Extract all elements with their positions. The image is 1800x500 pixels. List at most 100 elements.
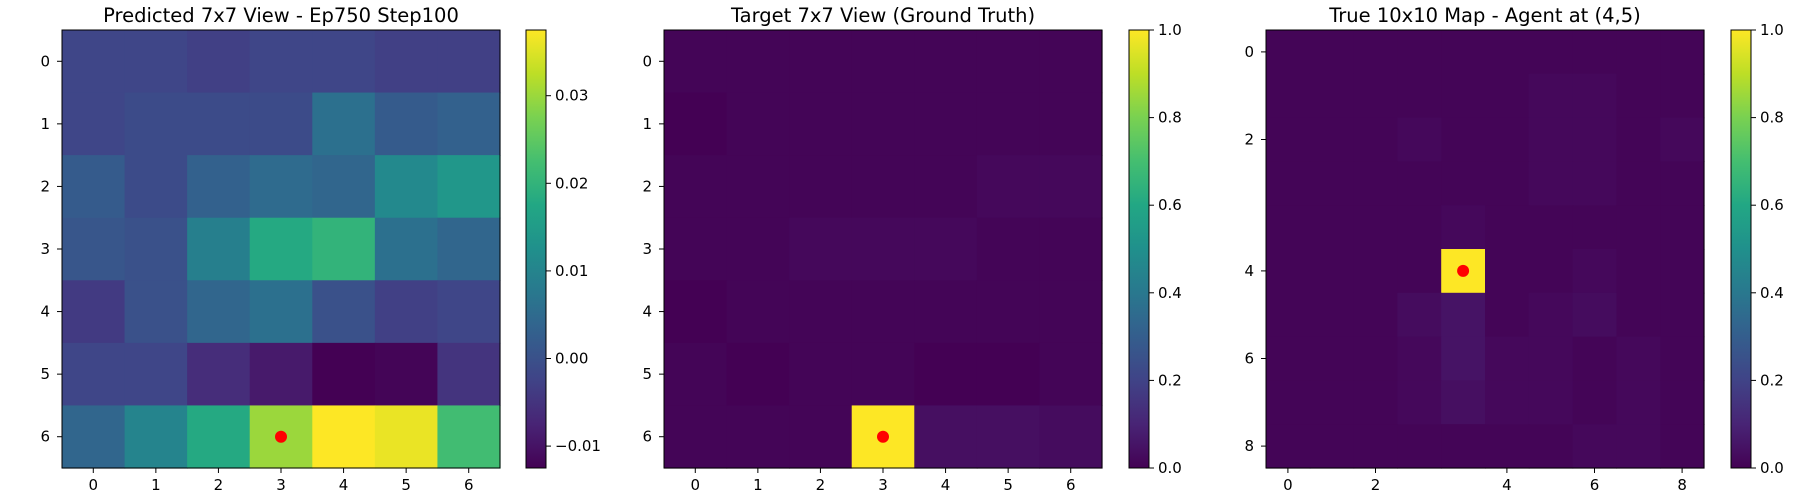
heatmap-cell: [1441, 292, 1486, 338]
heatmap-cell: [1485, 380, 1530, 425]
heatmap-cell: [1660, 30, 1705, 75]
y-tick-label: 4: [642, 303, 652, 321]
heatmap-cell: [1528, 380, 1574, 425]
colorbar-tick-label: 0.2: [1760, 371, 1784, 389]
plot-frame: [1265, 29, 1705, 469]
heatmap-cell: [914, 280, 978, 344]
chart-title: True 10x10 Map - Agent at (4,5): [1328, 4, 1641, 27]
heatmap-cell: [1397, 205, 1442, 250]
heatmap-cell: [62, 342, 126, 407]
heatmap-cell: [124, 280, 188, 344]
heatmap-cell: [914, 155, 978, 219]
heatmap-cell: [851, 92, 915, 156]
heatmap-cell: [62, 155, 126, 219]
heatmap-cell: [249, 217, 313, 281]
x-tick-label: 0: [691, 476, 701, 494]
heatmap-cell: [1039, 217, 1103, 281]
heatmap-cell: [1441, 424, 1486, 469]
heatmap-cell: [1485, 292, 1530, 338]
heatmap-cell: [726, 217, 790, 281]
colorbar-tick-label: 0.03: [555, 87, 588, 105]
colorbar-tick-label: 0.00: [555, 350, 588, 368]
x-tick-label: 2: [214, 476, 224, 494]
heatmap-cell: [1441, 161, 1486, 206]
heatmap-cell: [976, 30, 1041, 94]
heatmap-cell: [789, 30, 853, 94]
heatmap-cell: [1572, 205, 1617, 250]
heatmap-cell: [1353, 336, 1398, 381]
heatmap-cell: [187, 217, 251, 281]
heatmap-cell: [914, 342, 978, 407]
heatmap-cell: [1309, 30, 1355, 75]
heatmap-panel-1: Predicted 7x7 View - Ep750 Step100 0 1 2 3 4 5…: [40, 4, 601, 494]
y-tick-label: 5: [642, 365, 652, 383]
heatmap-cell: [1397, 30, 1442, 75]
agent-marker: [1457, 264, 1470, 277]
heatmap-cell: [1309, 117, 1355, 162]
y-tick-label: 0: [642, 52, 652, 70]
heatmap-cell: [1353, 30, 1398, 75]
heatmap-cell: [1397, 292, 1442, 338]
heatmap-cell: [851, 280, 915, 344]
heatmap-cell: [1353, 380, 1398, 425]
heatmap-cell: [1353, 249, 1398, 294]
heatmap-cell: [664, 405, 728, 469]
y-tick-label: 6: [1244, 350, 1254, 368]
heatmap-cell: [1309, 336, 1355, 381]
heatmap-cell: [1353, 117, 1398, 162]
heatmap-cell: [1572, 73, 1617, 119]
heatmap-cell: [1616, 30, 1661, 75]
heatmap-cell: [789, 280, 853, 344]
heatmap-cell: [187, 405, 251, 469]
heatmap-cell: [976, 342, 1041, 407]
heatmap-cell: [437, 92, 501, 156]
heatmap-cell: [1485, 249, 1530, 294]
colorbar-tick-label: 0.2: [1158, 371, 1182, 389]
heatmap-cell: [1039, 280, 1103, 344]
heatmap-cell: [1572, 249, 1617, 294]
colorbar-tick-label: 0.02: [555, 174, 588, 192]
heatmap-cell: [1441, 73, 1486, 119]
heatmap-cell: [1441, 30, 1486, 75]
heatmap-cell: [1266, 161, 1311, 206]
heatmap-cell: [1660, 380, 1705, 425]
y-tick-label: 4: [40, 303, 50, 321]
x-tick-label: 2: [816, 476, 826, 494]
heatmap-cell: [374, 155, 439, 219]
y-tick-label: 5: [40, 365, 50, 383]
heatmap-cell: [1528, 30, 1574, 75]
heatmap-cell: [1309, 292, 1355, 338]
heatmap-cell: [1660, 161, 1705, 206]
y-tick-label: 6: [40, 428, 50, 446]
heatmap-cell: [1616, 380, 1661, 425]
heatmap-cell: [726, 342, 790, 407]
heatmap-cell: [1266, 117, 1311, 162]
colorbar-tick-label: 0.0: [1760, 459, 1784, 477]
colorbar: [525, 29, 547, 469]
heatmap-cell: [1572, 161, 1617, 206]
heatmap-cell: [62, 217, 126, 281]
heatmap-cell: [1266, 292, 1311, 338]
x-tick-label: 8: [1677, 476, 1687, 494]
heatmap-cell: [1660, 205, 1705, 250]
heatmap-cell: [1616, 205, 1661, 250]
heatmap-cell: [249, 342, 313, 407]
heatmap-cell: [249, 155, 313, 219]
colorbar-tick-label: −0.01: [555, 437, 601, 455]
heatmap-cell: [312, 280, 376, 344]
heatmap-cell: [437, 30, 501, 94]
heatmap-cell: [1660, 336, 1705, 381]
heatmap-cell: [1616, 73, 1661, 119]
heatmap-cell: [1660, 249, 1705, 294]
heatmap-cell: [1353, 292, 1398, 338]
heatmap-cell: [1528, 292, 1574, 338]
heatmap-cell: [1266, 205, 1311, 250]
heatmap-cell: [1441, 380, 1486, 425]
heatmap-cell: [1039, 342, 1103, 407]
y-tick-label: 0: [1244, 43, 1254, 61]
y-tick-label: 4: [1244, 262, 1254, 280]
chart-title: Predicted 7x7 View - Ep750 Step100: [103, 4, 459, 27]
heatmap-cell: [1485, 336, 1530, 381]
heatmap-cell: [789, 217, 853, 281]
heatmap-cell: [1528, 161, 1574, 206]
